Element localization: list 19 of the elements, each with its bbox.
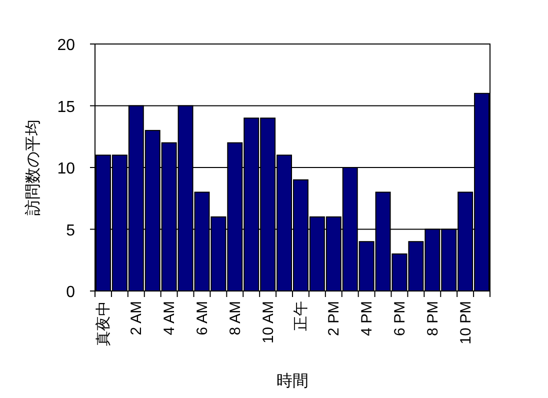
x-tick-label: 2 PM bbox=[326, 301, 343, 336]
x-tick-label: 6 PM bbox=[391, 301, 408, 336]
x-tick-label: 4 AM bbox=[161, 301, 178, 336]
y-tick-label: 15 bbox=[57, 98, 76, 116]
x-tick-label: 真夜中 bbox=[95, 301, 112, 346]
y-tick-label: 0 bbox=[66, 284, 76, 301]
x-axis-title: 時間 bbox=[276, 372, 308, 390]
x-tick-label: 4 PM bbox=[358, 301, 376, 336]
x-tick-label: 正午 bbox=[292, 301, 310, 331]
y-tick-label: 10 bbox=[57, 160, 76, 178]
x-tick-label: 2 AM bbox=[128, 301, 146, 336]
y-tick-label: 5 bbox=[66, 222, 76, 240]
x-tick-label: 8 AM bbox=[226, 301, 244, 336]
y-tick-label: 20 bbox=[57, 37, 76, 54]
x-tick-label: 6 AM bbox=[194, 301, 211, 336]
x-tick-label: 10 PM bbox=[457, 301, 474, 344]
y-axis-title: 訪問数の平均 bbox=[24, 120, 42, 216]
x-tick-label: 8 PM bbox=[424, 301, 442, 336]
x-tick-label: 10 AM bbox=[260, 301, 277, 344]
